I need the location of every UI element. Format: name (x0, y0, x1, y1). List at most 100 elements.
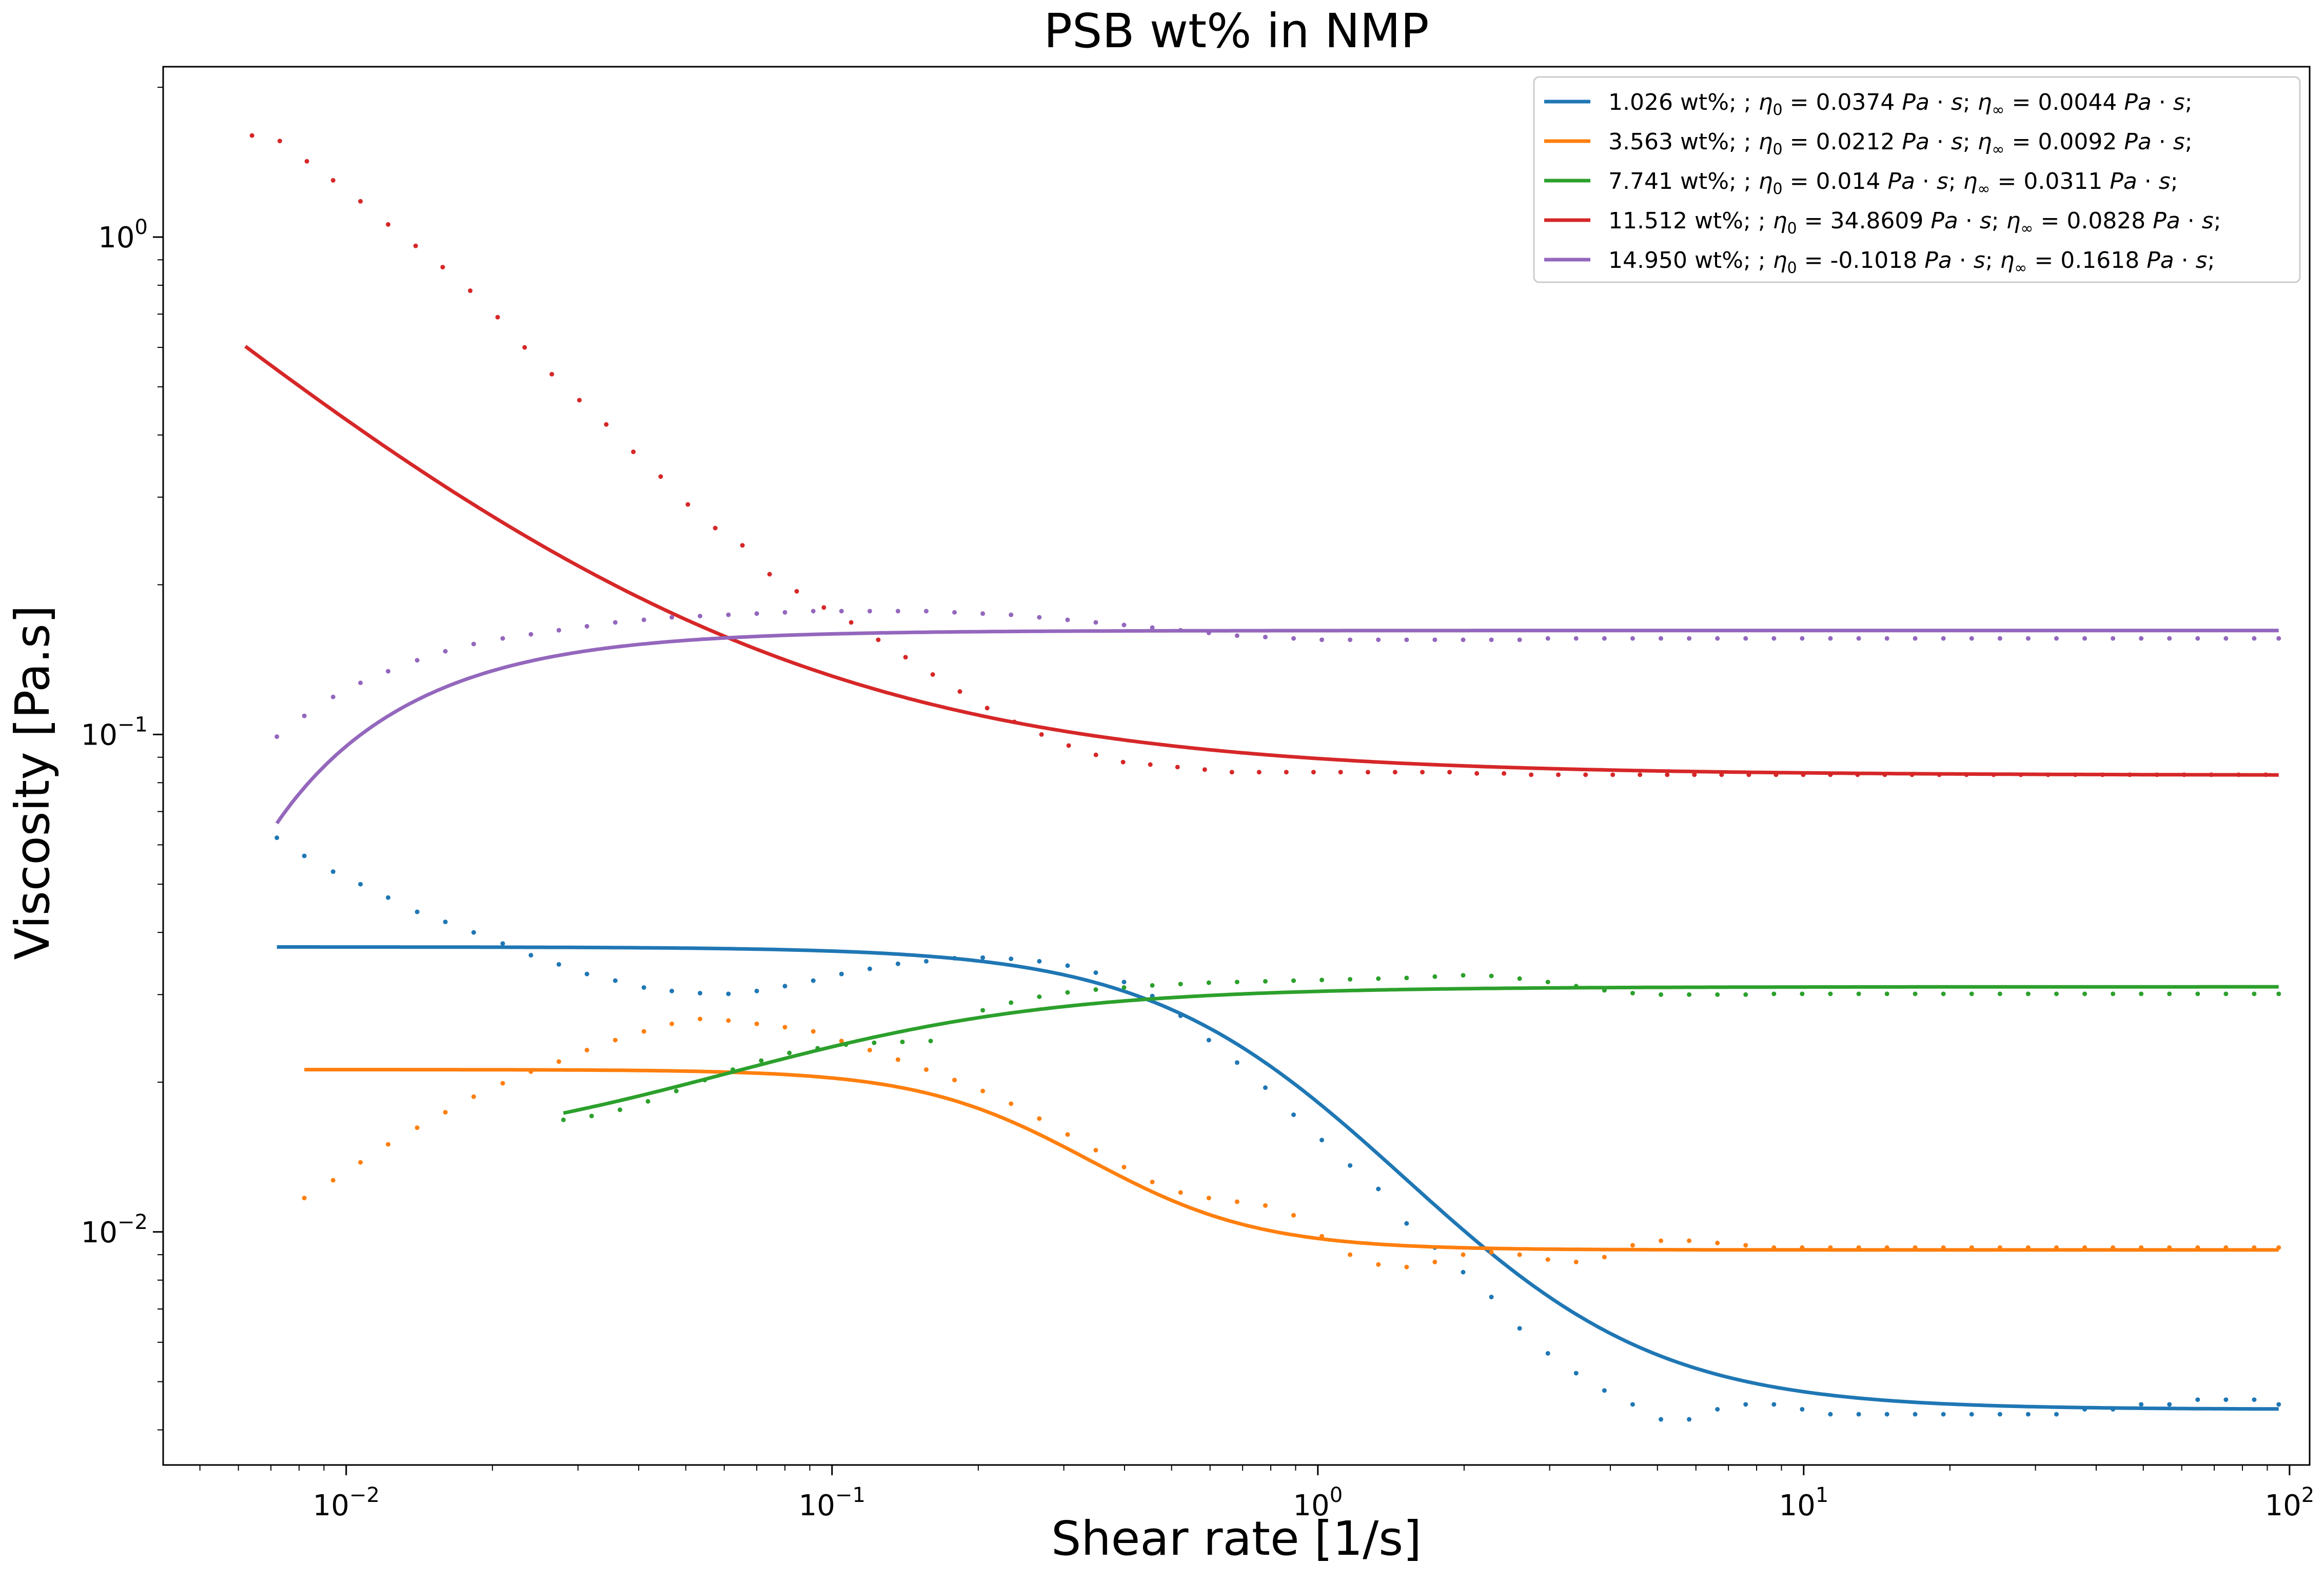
data-point (1771, 991, 1777, 996)
data-point (726, 612, 731, 617)
data-point (923, 959, 929, 964)
data-point (1692, 772, 1697, 777)
data-point (2195, 991, 2200, 996)
data-point (1263, 1085, 1268, 1090)
data-point (1517, 637, 1522, 642)
data-point (1039, 732, 1044, 737)
data-point (330, 869, 336, 874)
legend-label: 14.950 wt%; ; η0 = -0.1018 Pa · s; η∞ = … (1608, 247, 2215, 277)
data-point (584, 1047, 589, 1052)
data-point (1856, 636, 1861, 641)
data-point (895, 609, 900, 614)
series-1 (274, 835, 2281, 1422)
data-point (1743, 992, 1748, 997)
y-tick-label: 10−2 (81, 1210, 148, 1249)
data-point (1291, 978, 1296, 983)
data-point (2054, 1412, 2059, 1417)
data-point (556, 628, 561, 633)
data-point (1065, 990, 1070, 995)
data-point (1338, 770, 1343, 775)
y-tick-label: 10−1 (81, 713, 148, 752)
data-point (669, 615, 675, 620)
legend-label: 7.741 wt%; ; η0 = 0.014 Pa · s; η∞ = 0.0… (1608, 168, 2178, 198)
data-point (1432, 637, 1437, 642)
data-point (645, 1099, 651, 1104)
data-point (1771, 1402, 1777, 1407)
data-point (561, 1117, 566, 1122)
data-point (1150, 983, 1155, 988)
data-point (358, 199, 363, 204)
legend: 1.026 wt%; ; η0 = 0.0374 Pa · s; η∞ = 0.… (1533, 76, 2301, 283)
data-point (2223, 991, 2229, 996)
data-point (1573, 1371, 1579, 1376)
data-point (1969, 991, 1974, 996)
y-axis-ticks: 10−2 10−1 100 (81, 87, 163, 1431)
data-point (1630, 636, 1635, 641)
data-point (923, 1067, 929, 1072)
data-point (1997, 991, 2002, 996)
data-point (1828, 636, 1833, 641)
data-point (698, 614, 703, 619)
data-point (1715, 992, 1720, 997)
data-point (1234, 1199, 1239, 1204)
data-point (440, 265, 445, 270)
data-point (631, 450, 636, 455)
data-point (1545, 1257, 1550, 1262)
data-point (1969, 636, 1974, 641)
y-axis-label: Viscosity [Pa.s] (5, 605, 60, 960)
fit-line (563, 985, 2279, 1115)
data-point (2139, 636, 2144, 641)
data-point (782, 610, 787, 615)
data-point (1529, 772, 1534, 777)
data-point (1630, 1243, 1635, 1248)
data-point (1884, 991, 1889, 996)
data-point (443, 649, 448, 654)
data-point (386, 895, 391, 900)
data-point (613, 978, 618, 983)
data-point (726, 1018, 731, 1023)
data-point (1150, 1180, 1155, 1185)
data-point (900, 1039, 905, 1044)
data-point (1913, 1412, 1918, 1417)
data-point (1941, 991, 1946, 996)
data-point (839, 971, 844, 976)
data-point (274, 835, 280, 841)
series-2 (302, 1017, 2281, 1269)
data-point (1884, 1412, 1889, 1417)
data-point (577, 398, 582, 403)
data-point (1573, 1259, 1579, 1264)
data-point (1687, 636, 1692, 641)
data-point (895, 1057, 900, 1062)
data-point (1037, 959, 1042, 964)
data-point (2276, 636, 2281, 641)
x-tick-label: 10−1 (799, 1483, 865, 1522)
data-point (1175, 765, 1180, 770)
data-point (1121, 985, 1127, 990)
data-point (641, 1029, 646, 1034)
data-point (782, 984, 787, 989)
data-point (1348, 1252, 1353, 1257)
data-point (2195, 1397, 2200, 1402)
data-point (1121, 980, 1127, 985)
data-point (1093, 1147, 1098, 1152)
data-point (811, 609, 816, 614)
data-point (443, 1110, 448, 1115)
data-point (658, 474, 663, 479)
data-point (1771, 636, 1777, 641)
data-point (358, 680, 363, 686)
data-point (617, 1107, 622, 1112)
data-point (1658, 1238, 1663, 1243)
data-point (1432, 974, 1437, 979)
data-point (1489, 973, 1494, 979)
data-point (952, 610, 957, 615)
data-point (1148, 762, 1153, 767)
data-point (302, 713, 307, 718)
data-point (811, 1029, 816, 1034)
data-point (754, 1021, 759, 1026)
data-point (1263, 1203, 1268, 1208)
data-point (495, 315, 500, 320)
data-point (1884, 636, 1889, 641)
data-point (641, 617, 646, 622)
data-point (1969, 1412, 1974, 1417)
data-point (2223, 636, 2229, 641)
